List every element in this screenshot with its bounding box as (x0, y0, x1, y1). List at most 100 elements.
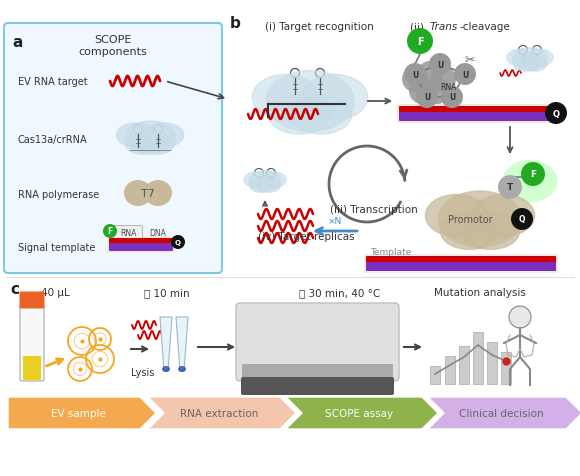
Text: T: T (507, 183, 513, 192)
Text: Signal template: Signal template (18, 242, 95, 252)
Ellipse shape (522, 58, 547, 72)
Text: Trans: Trans (430, 22, 458, 32)
Text: Lysis: Lysis (131, 367, 155, 377)
FancyBboxPatch shape (236, 303, 399, 381)
Circle shape (417, 62, 443, 88)
FancyBboxPatch shape (430, 366, 440, 384)
Ellipse shape (126, 134, 161, 155)
Text: SCOPE
components: SCOPE components (79, 35, 147, 57)
Circle shape (404, 64, 426, 86)
Text: EV RNA target: EV RNA target (18, 77, 88, 87)
FancyBboxPatch shape (20, 306, 44, 381)
Ellipse shape (249, 171, 281, 192)
Text: Q: Q (553, 109, 560, 118)
Circle shape (103, 225, 117, 238)
Text: F: F (416, 37, 423, 47)
Ellipse shape (144, 180, 172, 207)
Text: ⏱ 10 min: ⏱ 10 min (144, 288, 190, 298)
Circle shape (509, 307, 531, 328)
Text: Mutation analysis: Mutation analysis (434, 288, 526, 298)
Ellipse shape (262, 172, 286, 188)
Text: RNA: RNA (120, 229, 136, 238)
Ellipse shape (440, 214, 499, 250)
Text: ⏱ 30 min, 40 °C: ⏱ 30 min, 40 °C (299, 288, 380, 298)
Text: T7: T7 (141, 188, 155, 198)
Ellipse shape (502, 161, 557, 203)
Text: U: U (449, 93, 455, 102)
FancyBboxPatch shape (114, 226, 143, 241)
Text: RNA extraction: RNA extraction (180, 408, 258, 418)
Ellipse shape (461, 214, 520, 250)
Text: F: F (530, 170, 536, 179)
Text: Promotor: Promotor (448, 215, 492, 225)
Ellipse shape (268, 95, 330, 135)
Circle shape (407, 29, 433, 55)
FancyBboxPatch shape (20, 292, 45, 309)
Circle shape (441, 87, 463, 109)
Ellipse shape (244, 172, 268, 188)
Ellipse shape (507, 50, 533, 67)
Text: F: F (107, 227, 113, 236)
FancyBboxPatch shape (487, 342, 497, 384)
Text: EV sample: EV sample (52, 408, 106, 418)
Circle shape (171, 236, 185, 249)
Text: c: c (10, 281, 19, 297)
Text: U: U (462, 70, 468, 79)
Polygon shape (148, 397, 296, 429)
FancyBboxPatch shape (501, 352, 511, 384)
Text: (iv) Target replicas: (iv) Target replicas (258, 231, 354, 241)
Circle shape (521, 163, 545, 187)
FancyBboxPatch shape (473, 332, 483, 384)
Text: (iii) Transcription: (iii) Transcription (330, 205, 418, 215)
Text: (i) Target recognition: (i) Target recognition (265, 22, 374, 32)
Text: (ii): (ii) (410, 22, 427, 32)
Text: Cas13a/crRNA: Cas13a/crRNA (18, 135, 88, 145)
Text: RNA: RNA (440, 83, 456, 92)
Circle shape (498, 176, 522, 199)
Text: U: U (412, 70, 418, 79)
Ellipse shape (472, 195, 535, 237)
Ellipse shape (258, 179, 280, 193)
Text: ×N: ×N (328, 217, 342, 226)
Circle shape (430, 67, 456, 93)
FancyBboxPatch shape (109, 244, 173, 251)
Ellipse shape (438, 192, 521, 248)
Circle shape (424, 79, 450, 105)
Text: a: a (12, 35, 23, 50)
Circle shape (402, 67, 428, 93)
Text: U: U (437, 60, 443, 69)
FancyBboxPatch shape (399, 107, 551, 115)
Circle shape (454, 64, 476, 86)
Text: ✂: ✂ (465, 53, 475, 66)
Ellipse shape (513, 58, 538, 72)
Text: Q: Q (519, 215, 525, 224)
FancyBboxPatch shape (23, 356, 41, 380)
FancyBboxPatch shape (4, 24, 222, 273)
Circle shape (511, 208, 533, 230)
Circle shape (416, 87, 438, 109)
Ellipse shape (252, 75, 318, 121)
Ellipse shape (250, 179, 272, 193)
Text: Clinical decision: Clinical decision (459, 408, 544, 418)
Ellipse shape (117, 124, 155, 148)
FancyBboxPatch shape (397, 105, 553, 124)
Ellipse shape (302, 75, 368, 121)
Ellipse shape (425, 195, 488, 237)
Circle shape (545, 103, 567, 125)
Ellipse shape (290, 95, 352, 135)
Polygon shape (286, 397, 438, 429)
FancyBboxPatch shape (366, 262, 556, 271)
Polygon shape (428, 397, 580, 429)
Text: SCOPE assay: SCOPE assay (325, 408, 393, 418)
Text: -cleavage: -cleavage (459, 22, 510, 32)
Polygon shape (176, 317, 188, 371)
FancyBboxPatch shape (459, 346, 469, 384)
Ellipse shape (162, 366, 170, 372)
FancyBboxPatch shape (241, 377, 394, 395)
Text: RNA polymerase: RNA polymerase (18, 189, 99, 199)
Ellipse shape (139, 134, 175, 155)
FancyBboxPatch shape (366, 257, 556, 265)
Text: U: U (424, 93, 430, 102)
Text: b: b (230, 16, 241, 31)
Ellipse shape (527, 50, 553, 67)
